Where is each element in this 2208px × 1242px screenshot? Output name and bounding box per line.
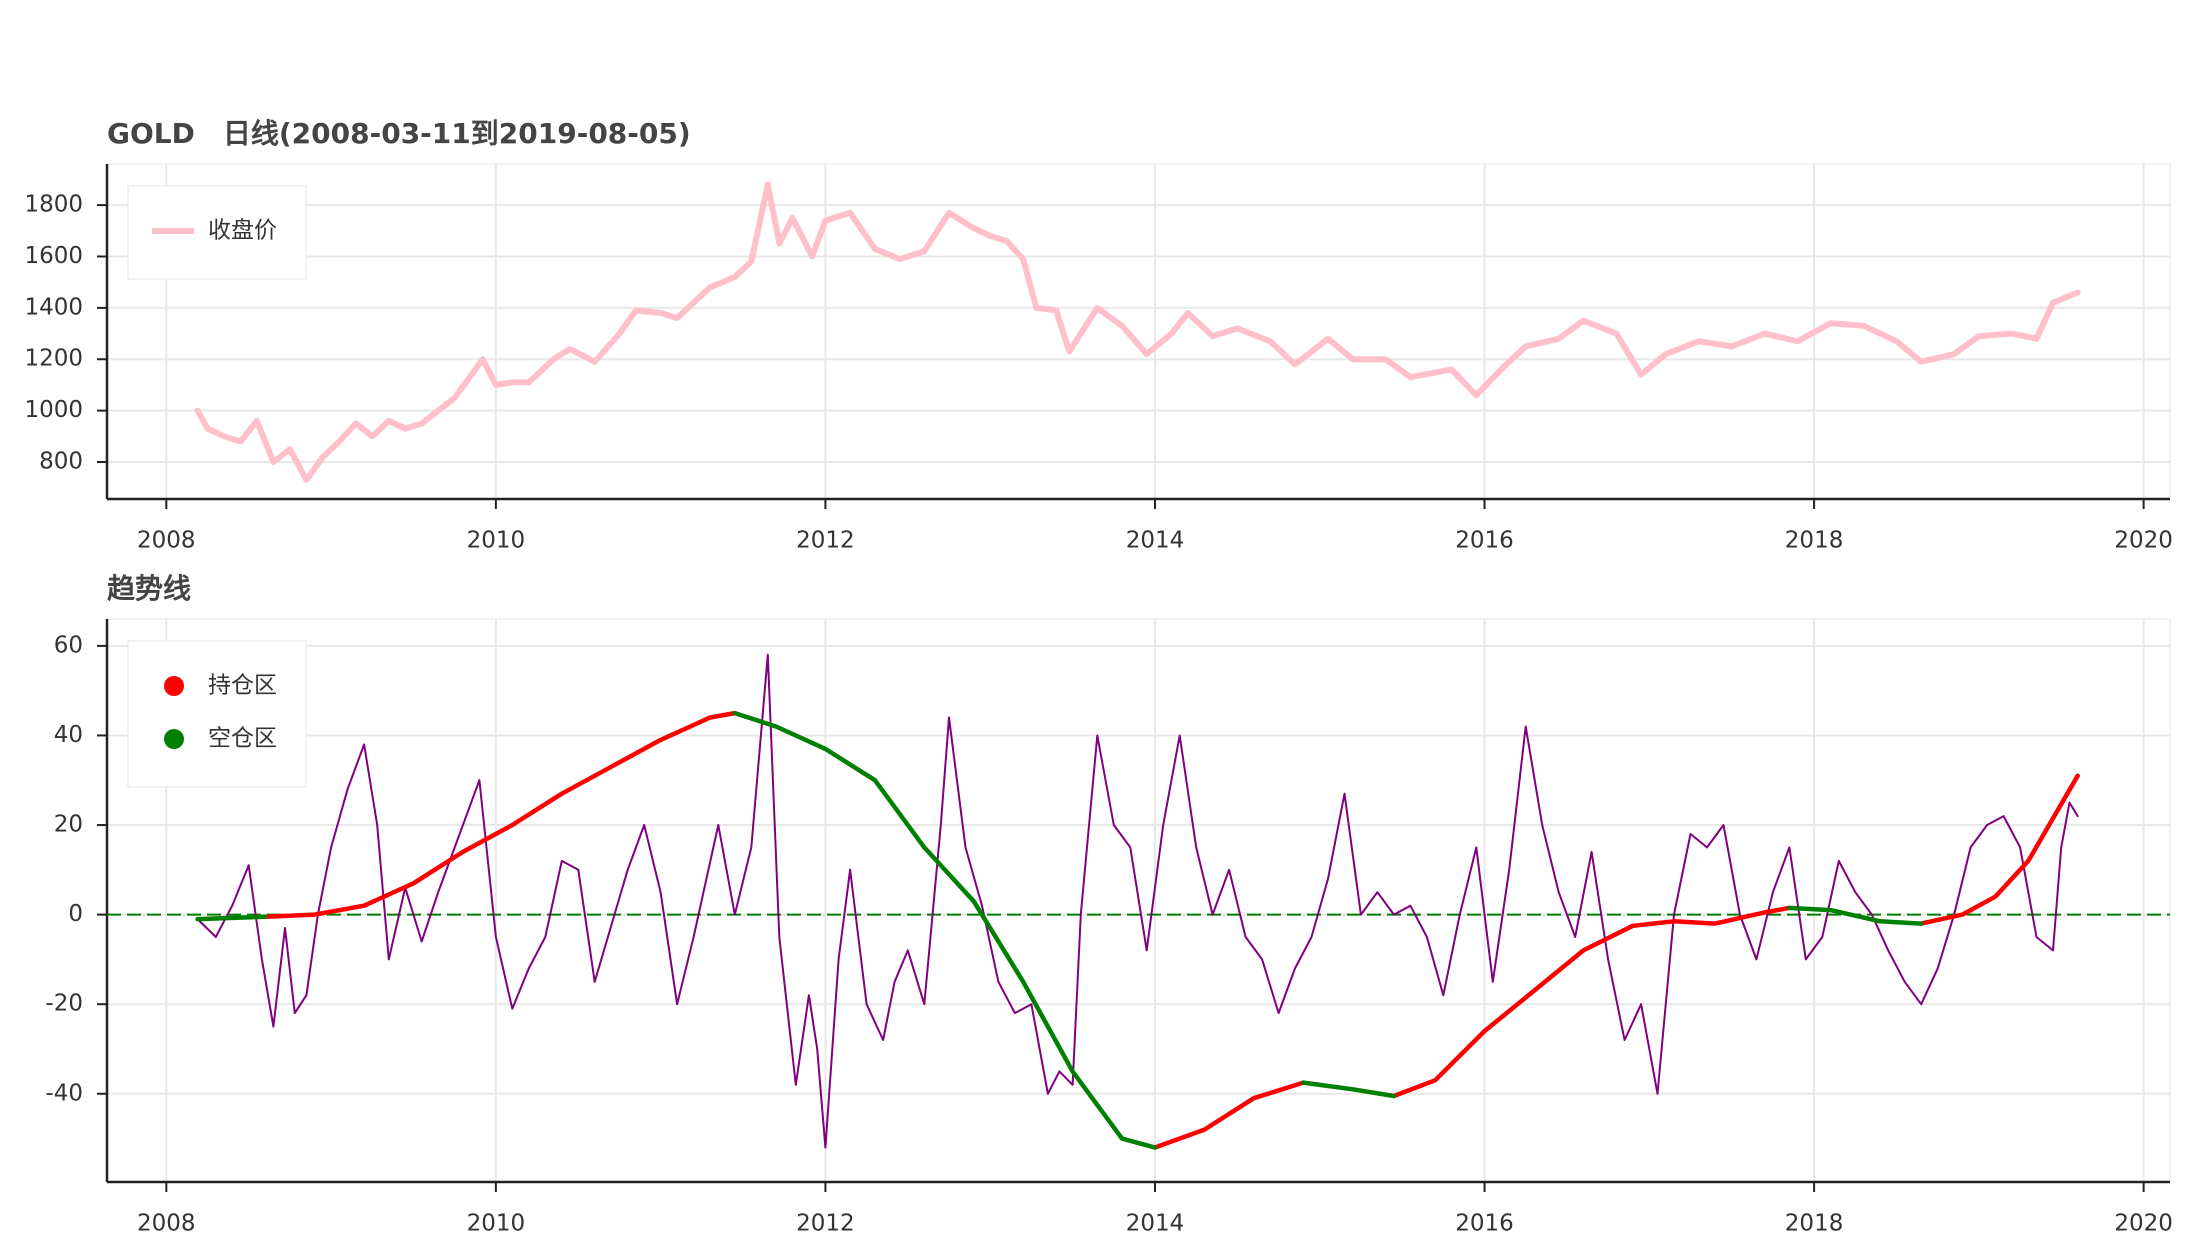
y-tick-label: 800: [39, 449, 83, 475]
legend-box: [127, 640, 307, 788]
y-tick-label: 0: [68, 901, 83, 927]
y-tick-label: 1600: [24, 243, 83, 269]
legend-label: 持仓区: [208, 673, 277, 699]
x-tick-label: 2010: [467, 1211, 526, 1237]
x-tick-label: 2012: [796, 1211, 855, 1237]
series-line: [196, 653, 2079, 1149]
chart-title: 趋势线: [107, 572, 191, 605]
y-tick-label: -40: [45, 1080, 83, 1106]
y-tick-label: 1000: [24, 397, 83, 423]
plot-frame: [106, 163, 2171, 500]
series-line: [262, 710, 2080, 1150]
y-tick-label: 1800: [24, 192, 83, 218]
x-tick-label: 2008: [137, 1211, 196, 1237]
legend-marker: [164, 729, 184, 749]
legend-label: 收盘价: [208, 218, 277, 244]
legend-marker: [164, 676, 184, 696]
x-tick-label: 2018: [1785, 528, 1844, 554]
x-tick-label: 2014: [1126, 528, 1185, 554]
x-tick-label: 2014: [1126, 1211, 1185, 1237]
chart-title: GOLD 日线(2008-03-11到2019-08-05): [107, 117, 691, 150]
x-tick-label: 2012: [796, 528, 855, 554]
x-tick-label: 2018: [1785, 1211, 1844, 1237]
x-tick-label: 2010: [467, 528, 526, 554]
legend-label: 空仓区: [208, 726, 277, 752]
y-tick-label: 60: [54, 632, 83, 658]
y-tick-label: 40: [54, 722, 83, 748]
x-tick-label: 2008: [137, 528, 196, 554]
y-tick-label: -20: [45, 991, 83, 1017]
y-tick-label: 20: [54, 812, 83, 838]
y-tick-label: 1200: [24, 346, 83, 372]
x-tick-label: 2016: [1455, 528, 1514, 554]
series-line: [195, 710, 1924, 1150]
x-tick-label: 2020: [2114, 528, 2173, 554]
series-line: [194, 181, 2081, 483]
y-tick-label: 1400: [24, 294, 83, 320]
x-tick-label: 2016: [1455, 1211, 1514, 1237]
x-tick-label: 2020: [2114, 1211, 2173, 1237]
